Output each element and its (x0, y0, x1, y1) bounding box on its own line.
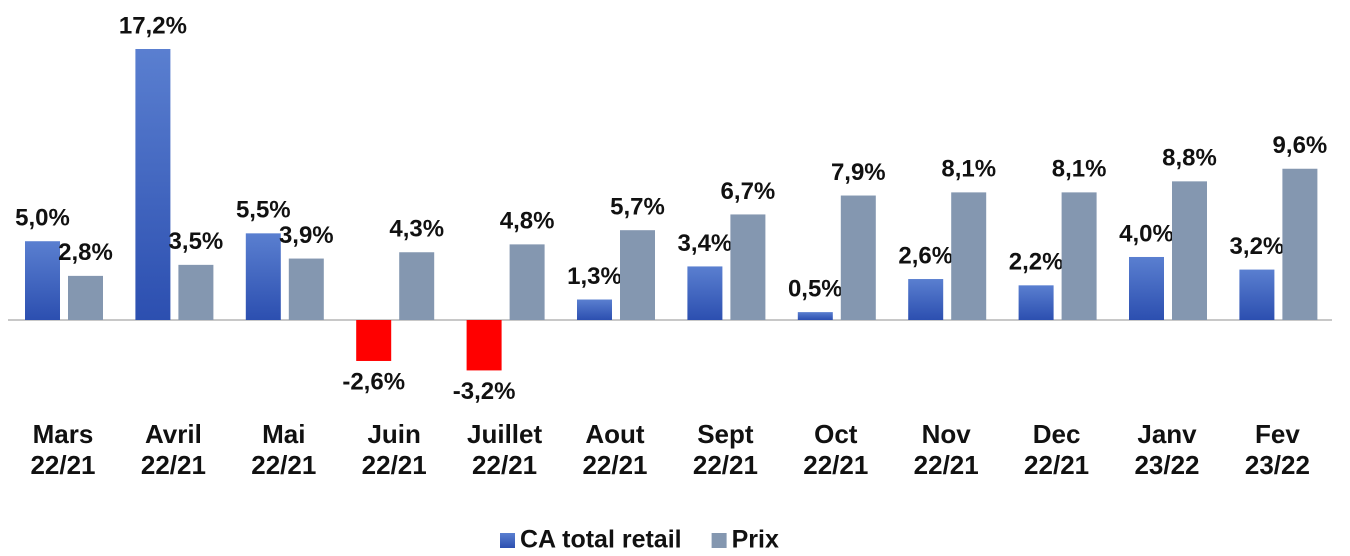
bar (68, 275, 103, 320)
data-label: 3,9% (279, 222, 334, 249)
x-tick-label: 22/21 (803, 450, 868, 480)
bar (135, 49, 171, 320)
data-label: 2,2% (1009, 249, 1064, 276)
data-label: 9,6% (1273, 132, 1328, 159)
x-tick-label: 22/21 (472, 450, 537, 480)
bar (577, 299, 612, 320)
x-tick-label: 22/21 (1024, 450, 1089, 480)
bar (1061, 192, 1097, 320)
x-tick-label: Juillet (467, 419, 542, 449)
x-tick-label: 22/21 (30, 450, 95, 480)
bar (466, 320, 502, 371)
x-tick-label: Janv (1137, 419, 1197, 449)
data-label: 17,2% (119, 12, 187, 39)
data-label: 8,8% (1162, 145, 1217, 172)
data-label: -3,2% (453, 378, 516, 405)
x-tick-label: Mai (262, 419, 305, 449)
bar (509, 244, 545, 320)
data-label: 4,8% (500, 208, 555, 235)
x-tick-label: Juin (367, 419, 420, 449)
data-label: 0,5% (788, 275, 843, 302)
bar (730, 214, 766, 320)
data-label: 5,5% (236, 197, 291, 224)
data-label: 6,7% (721, 178, 776, 205)
data-label: 3,4% (678, 230, 733, 257)
data-label: 4,0% (1119, 220, 1174, 247)
data-label: 5,0% (15, 205, 70, 232)
x-tick-label: Sept (697, 419, 754, 449)
x-tick-label: 22/21 (251, 450, 316, 480)
data-label: 3,5% (169, 228, 224, 255)
x-tick-label: Dec (1033, 419, 1081, 449)
data-label: 3,2% (1230, 233, 1285, 260)
data-label: 1,3% (567, 263, 622, 290)
legend-swatch (500, 533, 515, 548)
bar (25, 241, 60, 320)
x-tick-label: 22/21 (693, 450, 758, 480)
bar (1172, 181, 1207, 320)
x-tick-label: 22/21 (141, 450, 206, 480)
x-tick-label: Aout (585, 419, 645, 449)
bar (908, 279, 944, 320)
bar (840, 195, 876, 320)
bar (687, 266, 723, 320)
x-tick-label: 23/22 (1245, 450, 1310, 480)
bar (951, 192, 987, 320)
x-tick-label: Avril (145, 419, 202, 449)
bar (797, 312, 833, 320)
bar (1018, 285, 1054, 320)
data-label: 4,3% (389, 216, 444, 243)
bar (399, 252, 435, 320)
x-tick-label: 23/22 (1134, 450, 1199, 480)
bar (620, 230, 655, 320)
data-label: 2,6% (898, 242, 953, 269)
bar (1239, 269, 1275, 320)
data-label: -2,6% (342, 368, 405, 395)
x-tick-label: Fev (1255, 419, 1300, 449)
bar (1282, 168, 1318, 320)
x-tick-label: Oct (814, 419, 858, 449)
data-label: 5,7% (610, 194, 665, 221)
data-label: 2,8% (58, 239, 113, 266)
data-label: 8,1% (1052, 156, 1107, 183)
bar (1129, 256, 1164, 320)
x-tick-label: 22/21 (914, 450, 979, 480)
x-tick-label: 22/21 (582, 450, 647, 480)
bar (356, 320, 392, 361)
x-tick-label: 22/21 (362, 450, 427, 480)
legend-label: Prix (732, 526, 779, 554)
data-label: 7,9% (831, 159, 886, 186)
bar (245, 233, 281, 320)
data-label: 8,1% (941, 156, 996, 183)
x-tick-label: Mars (33, 419, 94, 449)
x-tick-label: Nov (922, 419, 972, 449)
bar (178, 264, 214, 320)
legend-label: CA total retail (520, 526, 682, 554)
bar (288, 258, 324, 320)
legend-swatch (711, 533, 727, 548)
